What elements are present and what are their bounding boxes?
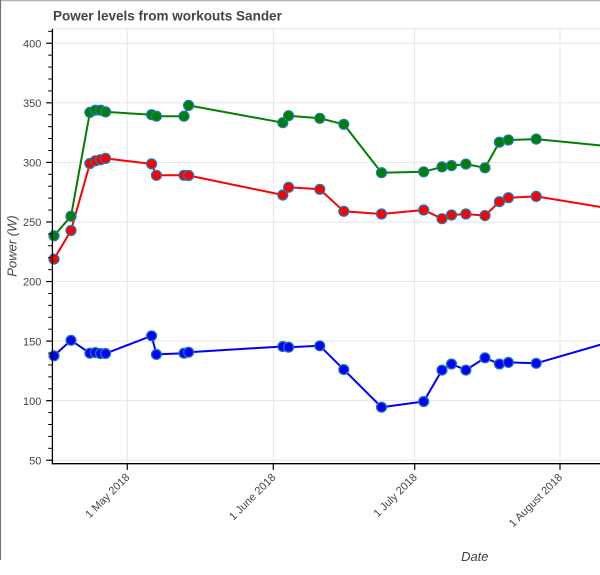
svg-text:400: 400 bbox=[23, 38, 41, 50]
svg-text:100: 100 bbox=[23, 396, 41, 408]
svg-text:Power (W): Power (W) bbox=[4, 215, 19, 276]
svg-text:150: 150 bbox=[23, 336, 41, 348]
svg-text:Power levels from workouts San: Power levels from workouts Sander bbox=[53, 8, 283, 23]
svg-text:Date: Date bbox=[461, 549, 488, 564]
svg-text:350: 350 bbox=[23, 98, 41, 110]
svg-text:200: 200 bbox=[23, 277, 41, 289]
svg-text:300: 300 bbox=[23, 158, 41, 170]
svg-text:50: 50 bbox=[29, 455, 41, 467]
svg-text:250: 250 bbox=[23, 217, 41, 229]
